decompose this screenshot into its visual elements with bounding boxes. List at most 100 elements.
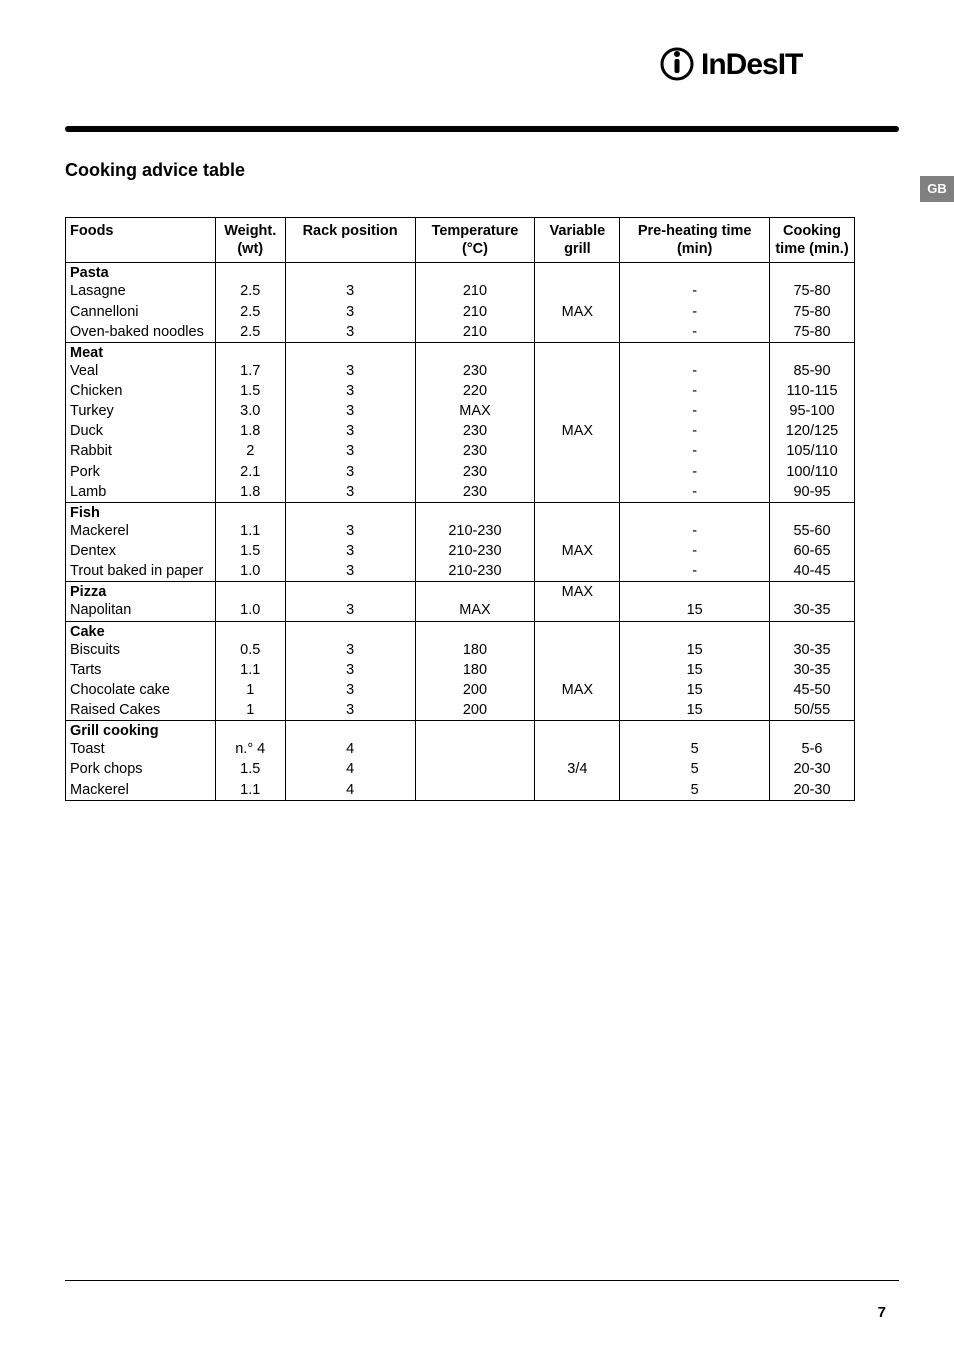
cell-cooktime: 60-65 [770, 541, 855, 561]
cell-weight: 0.5 [215, 621, 285, 660]
table-row: Raised Cakes132001550/55 [66, 700, 855, 721]
cell-cooktime: 20-30 [770, 780, 855, 801]
table-row: Dentex1.53210-230MAX-60-65 [66, 541, 855, 561]
cell-rack: 3 [285, 462, 415, 482]
cell-grill [535, 482, 620, 503]
cell-preheat: - [620, 401, 770, 421]
cell-preheat: - [620, 381, 770, 401]
cell-food: PastaLasagne [66, 263, 216, 302]
cell-food: Dentex [66, 541, 216, 561]
cell-preheat: - [620, 421, 770, 441]
cell-rack: 3 [285, 660, 415, 680]
cell-rack: 4 [285, 721, 415, 760]
cell-temp: 180 [415, 660, 535, 680]
cell-weight: 1.8 [215, 421, 285, 441]
cell-rack: 3 [285, 302, 415, 322]
cell-rack: 3 [285, 621, 415, 660]
cell-rack: 3 [285, 342, 415, 381]
cell-preheat: - [620, 541, 770, 561]
cell-grill [535, 441, 620, 461]
th-grill: Variable grill [535, 218, 620, 263]
cell-temp: 210 [415, 302, 535, 322]
cell-temp: 230 [415, 441, 535, 461]
cell-rack: 3 [285, 482, 415, 503]
cell-grill [535, 342, 620, 381]
cell-food: Mackerel [66, 780, 216, 801]
table-row: PizzaNapolitan1.03MAXMAX1530-35 [66, 582, 855, 621]
cell-rack: 3 [285, 700, 415, 721]
table-row: Cannelloni2.53210MAX-75-80 [66, 302, 855, 322]
cell-weight: 2.5 [215, 302, 285, 322]
cell-grill: MAX [535, 680, 620, 700]
cell-temp: 220 [415, 381, 535, 401]
cell-cooktime: 30-35 [770, 660, 855, 680]
cell-temp: 210 [415, 263, 535, 302]
cell-food: CakeBiscuits [66, 621, 216, 660]
cell-grill: MAX [535, 421, 620, 441]
cell-weight: 3.0 [215, 401, 285, 421]
cell-preheat: - [620, 302, 770, 322]
cell-cooktime: 30-35 [770, 621, 855, 660]
cell-food: Cannelloni [66, 302, 216, 322]
cell-cooktime: 75-80 [770, 263, 855, 302]
footer-rule [65, 1280, 899, 1281]
cell-rack: 3 [285, 421, 415, 441]
cell-grill [535, 621, 620, 660]
cell-temp: 210-230 [415, 561, 535, 582]
cell-temp: MAX [415, 582, 535, 621]
cell-cooktime: 75-80 [770, 302, 855, 322]
cell-food: Grill cookingToast [66, 721, 216, 760]
cell-food: Duck [66, 421, 216, 441]
cell-weight: 1.1 [215, 660, 285, 680]
cell-weight: 2.5 [215, 322, 285, 343]
cell-rack: 3 [285, 541, 415, 561]
th-weight: Weight. (wt) [215, 218, 285, 263]
table-row: Grill cookingToastn.° 4455-6 [66, 721, 855, 760]
cell-rack: 3 [285, 441, 415, 461]
table-row: FishMackerel1.13210-230-55-60 [66, 502, 855, 541]
cell-weight: 1 [215, 680, 285, 700]
cell-temp: 180 [415, 621, 535, 660]
cell-temp: MAX [415, 401, 535, 421]
cell-weight: 1.0 [215, 561, 285, 582]
cell-rack: 3 [285, 381, 415, 401]
cell-cooktime: 30-35 [770, 582, 855, 621]
cell-preheat: 15 [620, 660, 770, 680]
cell-grill [535, 263, 620, 302]
cell-food: FishMackerel [66, 502, 216, 541]
table-row: PastaLasagne2.53210-75-80 [66, 263, 855, 302]
cell-cooktime: 120/125 [770, 421, 855, 441]
th-foods: Foods [66, 218, 216, 263]
cell-weight: 1.1 [215, 780, 285, 801]
cell-grill [535, 780, 620, 801]
cell-temp: 200 [415, 700, 535, 721]
page-title: Cooking advice table [65, 160, 899, 181]
cell-temp: 210-230 [415, 502, 535, 541]
cell-weight: n.° 4 [215, 721, 285, 760]
th-preheat: Pre-heating time (min) [620, 218, 770, 263]
cell-temp: 230 [415, 342, 535, 381]
cell-temp: 210 [415, 322, 535, 343]
cell-grill [535, 462, 620, 482]
cell-cooktime: 45-50 [770, 680, 855, 700]
cell-preheat: 15 [620, 582, 770, 621]
header-rule [65, 126, 899, 132]
cell-rack: 3 [285, 322, 415, 343]
cell-preheat: - [620, 263, 770, 302]
cell-preheat: 5 [620, 721, 770, 760]
cell-cooktime: 40-45 [770, 561, 855, 582]
cell-cooktime: 85-90 [770, 342, 855, 381]
cell-grill: MAX [535, 541, 620, 561]
cell-preheat: - [620, 342, 770, 381]
cell-grill [535, 660, 620, 680]
table-row: Chocolate cake13200MAX1545-50 [66, 680, 855, 700]
cell-preheat: 15 [620, 700, 770, 721]
cell-preheat: - [620, 561, 770, 582]
cell-grill [535, 381, 620, 401]
table-row: Oven-baked noodles2.53210-75-80 [66, 322, 855, 343]
cell-cooktime: 50/55 [770, 700, 855, 721]
th-temp: Temperature (°C) [415, 218, 535, 263]
cell-rack: 4 [285, 759, 415, 779]
cell-cooktime: 105/110 [770, 441, 855, 461]
cell-weight: 1.5 [215, 541, 285, 561]
